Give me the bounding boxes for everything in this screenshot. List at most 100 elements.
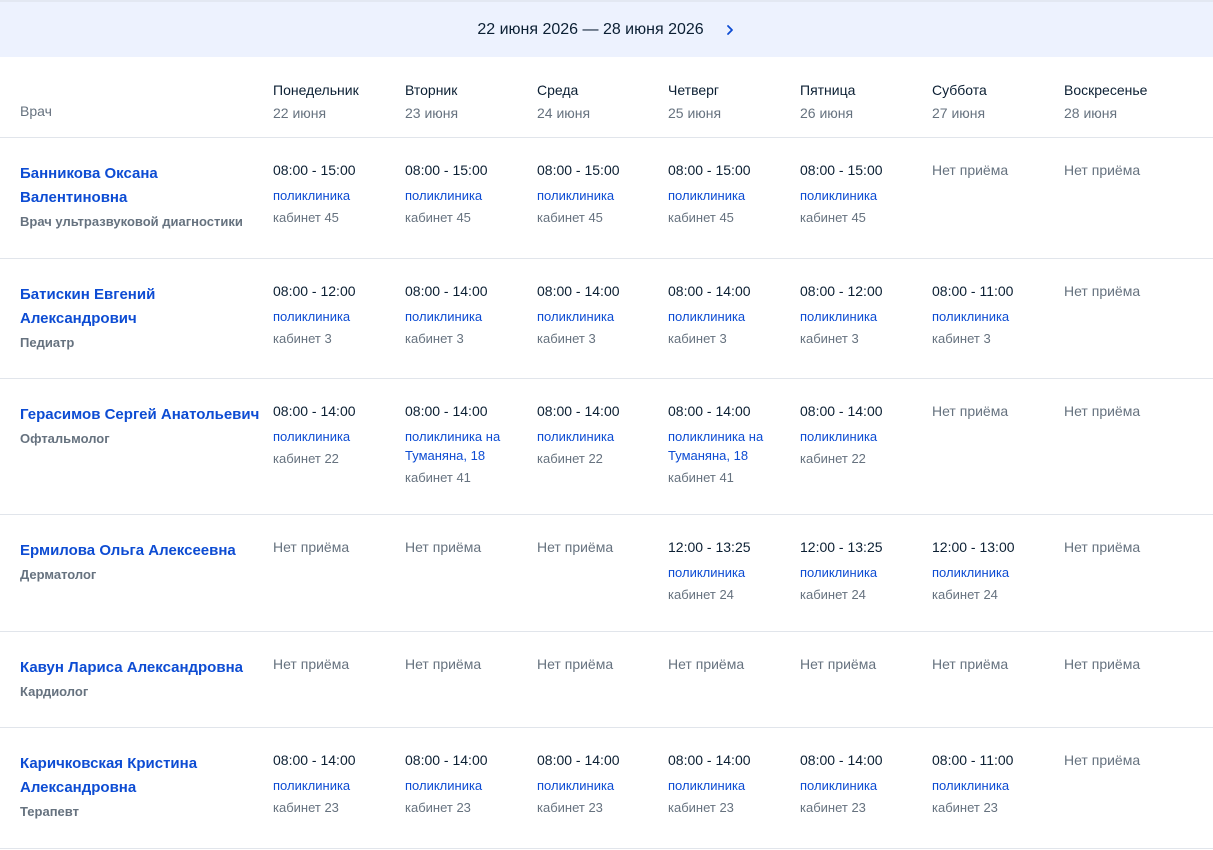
- day-name: Среда: [537, 82, 579, 98]
- specialty: Врач ультразвуковой диагностики: [20, 214, 243, 229]
- schedule-cell: Нет приёма: [1064, 281, 1176, 301]
- day-date: 28 июня: [1064, 105, 1118, 121]
- time: 08:00 - 15:00: [668, 162, 751, 178]
- next-week[interactable]: [724, 23, 736, 37]
- specialty: Кардиолог: [20, 684, 89, 699]
- doctor: Каричковская Кристина Александровна Терап…: [20, 752, 260, 822]
- schedule-cell: 08:00 - 15:00 поликлиника кабинет 45: [800, 160, 912, 227]
- room: кабинет 3: [668, 331, 727, 346]
- time: 08:00 - 12:00: [273, 283, 356, 299]
- doctor-label: Врач: [20, 103, 52, 119]
- time: 08:00 - 12:00: [800, 283, 883, 299]
- place: поликлиника: [537, 309, 615, 324]
- place: поликлиника: [668, 565, 746, 580]
- time: 08:00 - 14:00: [668, 283, 751, 299]
- doctor-row: Банникова Оксана Валентиновна Врач ультра…: [0, 138, 1213, 259]
- schedule-cell: 08:00 - 15:00 поликлиника кабинет 45: [668, 160, 780, 227]
- place: поликлиника: [932, 309, 1010, 324]
- place: поликлиника: [537, 778, 615, 793]
- no-reception: Нет приёма: [537, 656, 614, 672]
- doctor: Батискин Евгений Александрович Педиатр: [20, 283, 260, 353]
- doctor-name[interactable]: Герасимов Сергей Анатольевич: [20, 406, 260, 423]
- place: поликлиника на Туманяна, 18: [668, 429, 764, 463]
- doctor-name[interactable]: Ермилова Ольга Алексеевна: [20, 542, 236, 559]
- room: кабинет 23: [405, 800, 471, 815]
- schedule-cell: Нет приёма: [405, 537, 517, 557]
- room: кабинет 3: [800, 331, 859, 346]
- week-header: 22 июня 2026 — 28 июня 2026: [0, 0, 1213, 57]
- place: поликлиника: [537, 188, 615, 203]
- time: 12:00 - 13:00: [932, 539, 1015, 555]
- room: кабинет 23: [537, 800, 603, 815]
- schedule-cell: 08:00 - 14:00 поликлиника кабинет 22: [537, 401, 649, 468]
- doctor-name[interactable]: Каричковская Кристина Александровна: [20, 755, 198, 796]
- room: кабинет 41: [405, 470, 471, 485]
- time: 08:00 - 14:00: [537, 403, 620, 419]
- room: кабинет 45: [273, 210, 339, 225]
- place: поликлиника: [800, 565, 878, 580]
- time: 08:00 - 14:00: [405, 752, 488, 768]
- schedule-cell: Нет приёма: [932, 401, 1044, 421]
- no-reception: Нет приёма: [1064, 403, 1141, 419]
- time: 12:00 - 13:25: [800, 539, 883, 555]
- time: 08:00 - 14:00: [537, 283, 620, 299]
- room: кабинет 24: [932, 587, 998, 602]
- day-name: Вторник: [405, 82, 458, 98]
- place: поликлиника: [668, 309, 746, 324]
- time: 08:00 - 14:00: [668, 403, 751, 419]
- schedule-cell: 08:00 - 14:00 поликлиника кабинет 23: [405, 750, 517, 817]
- room: кабинет 3: [932, 331, 991, 346]
- schedule-cell: Нет приёма: [1064, 750, 1176, 770]
- day-header: Вторник 23 июня: [405, 80, 458, 123]
- room: кабинет 3: [273, 331, 332, 346]
- period: 22 июня 2026 — 28 июня 2026: [477, 20, 704, 38]
- schedule-cell: Нет приёма: [537, 654, 649, 674]
- place: поликлиника: [800, 429, 878, 444]
- no-reception: Нет приёма: [932, 403, 1009, 419]
- day-date: 23 июня: [405, 105, 459, 121]
- room: кабинет 24: [800, 587, 866, 602]
- time: 08:00 - 15:00: [537, 162, 620, 178]
- room: кабинет 23: [932, 800, 998, 815]
- place: поликлиника: [405, 188, 483, 203]
- no-reception: Нет приёма: [932, 656, 1009, 672]
- no-reception: Нет приёма: [1064, 656, 1141, 672]
- schedule-cell: 08:00 - 14:00 поликлиника кабинет 3: [537, 281, 649, 348]
- place: поликлиника: [668, 188, 746, 203]
- doctor-name[interactable]: Банникова Оксана Валентиновна: [20, 165, 158, 206]
- day-header: Среда 24 июня: [537, 80, 590, 123]
- time: 08:00 - 14:00: [405, 403, 488, 419]
- no-reception: Нет приёма: [668, 656, 745, 672]
- place: поликлиника: [273, 429, 351, 444]
- time: 12:00 - 13:25: [668, 539, 751, 555]
- schedule-cell: Нет приёма: [668, 654, 780, 674]
- doctor-row: Ермилова Ольга Алексеевна Дерматолог Нет п…: [0, 515, 1213, 632]
- doctor-name[interactable]: Батискин Евгений Александрович: [20, 286, 156, 327]
- room: кабинет 24: [668, 587, 734, 602]
- schedule-cell: 08:00 - 11:00 поликлиника кабинет 23: [932, 750, 1044, 817]
- schedule-cell: 08:00 - 14:00 поликлиника кабинет 23: [537, 750, 649, 817]
- schedule-cell: Нет приёма: [800, 654, 912, 674]
- day-name: Воскресенье: [1064, 82, 1148, 98]
- schedule-cell: Нет приёма: [1064, 537, 1176, 557]
- room: кабинет 22: [273, 451, 339, 466]
- day-name: Четверг: [668, 82, 720, 98]
- day-header: Пятница 26 июня: [800, 80, 855, 123]
- time: 08:00 - 14:00: [668, 752, 751, 768]
- room: кабинет 3: [537, 331, 596, 346]
- room: кабинет 45: [405, 210, 471, 225]
- room: кабинет 41: [668, 470, 734, 485]
- place: поликлиника: [800, 778, 878, 793]
- place: поликлиника: [800, 188, 878, 203]
- schedule-table: Врач Понедельник 22 июня Вторник 23 июня Сред…: [0, 57, 1213, 849]
- schedule-cell: Нет приёма: [405, 654, 517, 674]
- no-reception: Нет приёма: [1064, 162, 1141, 178]
- place: поликлиника: [668, 778, 746, 793]
- room: кабинет 3: [405, 331, 464, 346]
- specialty: Терапевт: [20, 804, 79, 819]
- schedule-cell: 08:00 - 11:00 поликлиника кабинет 3: [932, 281, 1044, 348]
- schedule-cell: 08:00 - 14:00 поликлиника кабинет 22: [273, 401, 385, 468]
- no-reception: Нет приёма: [405, 656, 482, 672]
- place: поликлиника: [932, 778, 1010, 793]
- doctor-name[interactable]: Кавун Лариса Александровна: [20, 659, 243, 676]
